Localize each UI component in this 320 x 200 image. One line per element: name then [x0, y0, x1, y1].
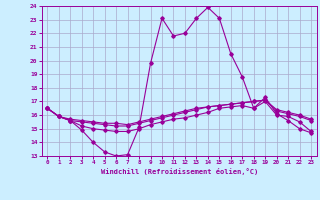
X-axis label: Windchill (Refroidissement éolien,°C): Windchill (Refroidissement éolien,°C)	[100, 168, 258, 175]
